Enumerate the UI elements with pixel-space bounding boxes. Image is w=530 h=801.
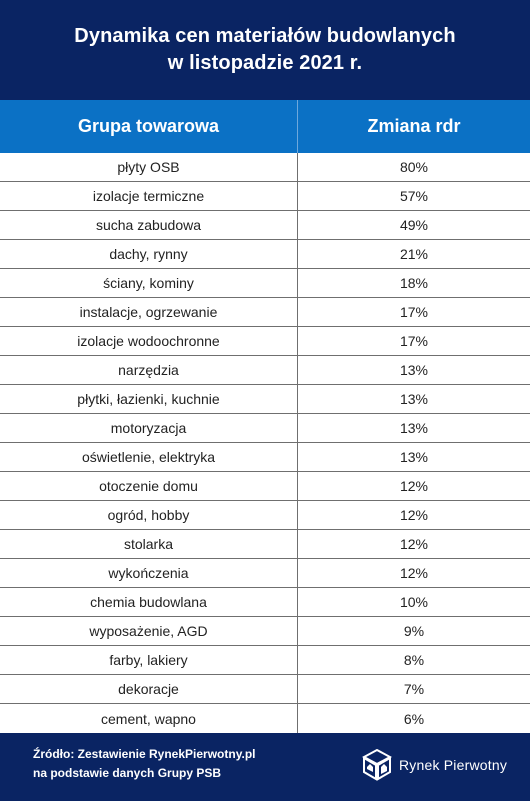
cell-group: motoryzacja — [0, 414, 298, 442]
cell-change: 49% — [399, 217, 429, 233]
cell-group: wykończenia — [0, 559, 298, 587]
table-row: płyty OSB 80% — [0, 153, 530, 182]
cell-change: 21% — [399, 246, 429, 262]
cell-group: izolacje termiczne — [0, 182, 298, 210]
cell-change: 13% — [399, 449, 429, 465]
cell-change: 13% — [399, 420, 429, 436]
table-row: wykończenia 12% — [0, 559, 530, 588]
cell-group: stolarka — [0, 530, 298, 558]
table-row: ogród, hobby 12% — [0, 501, 530, 530]
cell-group: otoczenie domu — [0, 472, 298, 500]
cell-change: 12% — [399, 478, 429, 494]
table-row: izolacje termiczne 57% — [0, 182, 530, 211]
column-header-change: Zmiana rdr — [367, 116, 461, 136]
cell-group: instalacje, ogrzewanie — [0, 298, 298, 326]
cell-change: 7% — [403, 681, 425, 697]
table-row: wyposażenie, AGD 9% — [0, 617, 530, 646]
cell-group: farby, lakiery — [0, 646, 298, 674]
table-row: instalacje, ogrzewanie 17% — [0, 298, 530, 327]
cell-change: 57% — [399, 188, 429, 204]
cell-group: dekoracje — [0, 675, 298, 703]
table-row: sucha zabudowa 49% — [0, 211, 530, 240]
table-row: dachy, rynny 21% — [0, 240, 530, 269]
cell-group: dachy, rynny — [0, 240, 298, 268]
cell-change: 8% — [403, 652, 425, 668]
cell-change: 10% — [399, 594, 429, 610]
infographic-header: Dynamika cen materiałów budowlanych w li… — [0, 0, 530, 100]
cell-group: płyty OSB — [0, 153, 298, 181]
cell-change: 13% — [399, 391, 429, 407]
cell-group: chemia budowlana — [0, 588, 298, 616]
title-line-1: Dynamika cen materiałów budowlanych — [74, 25, 456, 47]
logo-text: Rynek Pierwotny — [399, 757, 508, 773]
table-row: otoczenie domu 12% — [0, 472, 530, 501]
cell-group: ściany, kominy — [0, 269, 298, 297]
table-row: ściany, kominy 18% — [0, 269, 530, 298]
cell-group: ogród, hobby — [0, 501, 298, 529]
source-line-2: na podstawie danych Grupy PSB — [33, 766, 222, 780]
brand-logo: Rynek Pierwotny — [362, 749, 507, 781]
table-header: Grupa towarowa Zmiana rdr — [0, 100, 530, 153]
source-note: Źródło: Zestawienie RynekPierwotny.pl na… — [33, 745, 256, 783]
title-line-2: w listopadzie 2021 r. — [167, 52, 363, 74]
cell-group: wyposażenie, AGD — [0, 617, 298, 645]
cell-group: cement, wapno — [0, 704, 298, 733]
table-row: oświetlenie, elektryka 13% — [0, 443, 530, 472]
table-row: dekoracje 7% — [0, 675, 530, 704]
column-header-group: Grupa towarowa — [0, 100, 298, 153]
cell-group: narzędzia — [0, 356, 298, 384]
cell-change: 6% — [403, 710, 425, 727]
cell-group: sucha zabudowa — [0, 211, 298, 239]
cell-change: 80% — [399, 159, 429, 175]
footer: Źródło: Zestawienie RynekPierwotny.pl na… — [0, 733, 530, 801]
cube-houses-icon — [362, 749, 392, 781]
table-row: izolacje wodoochronne 17% — [0, 327, 530, 356]
cell-change: 13% — [399, 362, 429, 378]
cell-change: 17% — [399, 304, 429, 320]
table-row: stolarka 12% — [0, 530, 530, 559]
cell-group: oświetlenie, elektryka — [0, 443, 298, 471]
table-row: płytki, łazienki, kuchnie 13% — [0, 385, 530, 414]
cell-change: 18% — [399, 275, 429, 291]
table-row: cement, wapno 6% — [0, 704, 530, 733]
cell-change: 9% — [403, 623, 425, 639]
cell-group: płytki, łazienki, kuchnie — [0, 385, 298, 413]
cell-change: 12% — [399, 565, 429, 581]
cell-change: 12% — [399, 507, 429, 523]
price-table: płyty OSB 80% izolacje termiczne 57% sucha z… — [0, 153, 530, 733]
table-row: farby, lakiery 8% — [0, 646, 530, 675]
source-line-1: Źródło: Zestawienie RynekPierwotny.pl — [33, 747, 256, 761]
table-row: narzędzia 13% — [0, 356, 530, 385]
cell-change: 12% — [399, 536, 429, 552]
cell-group: izolacje wodoochronne — [0, 327, 298, 355]
table-row: chemia budowlana 10% — [0, 588, 530, 617]
cell-change: 17% — [399, 333, 429, 349]
table-row: motoryzacja 13% — [0, 414, 530, 443]
